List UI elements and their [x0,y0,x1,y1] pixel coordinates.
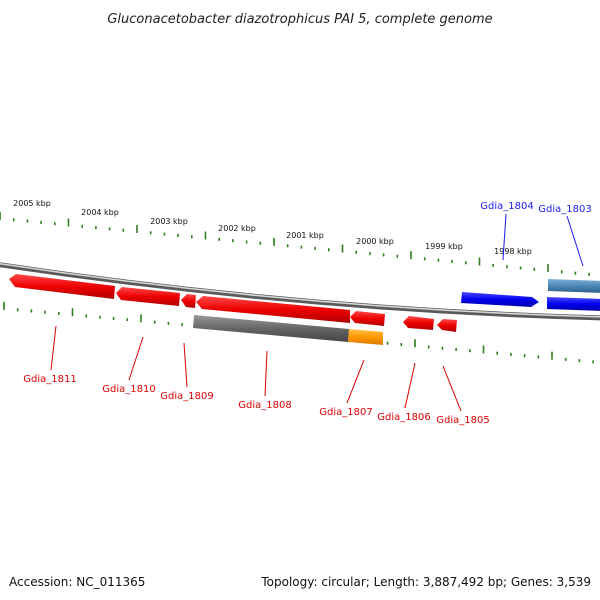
topology-text: Topology: circular; Length: 3,887,492 bp… [260,575,591,589]
leader-line [264,350,268,397]
ruler-label: 1999 kbp [425,242,463,251]
ruler-labels: 2005 kbp 2004 kbp 2003 kbp 2002 kbp 2001… [13,199,532,256]
map-title: Gluconacetobacter diazotrophicus PAI 5, … [107,12,492,27]
inner-features [193,315,383,345]
gene-label[interactable]: Gdia_1804 [480,201,533,212]
gene-label[interactable]: Gdia_1803 [538,204,591,215]
leader-line [50,325,57,371]
ruler-label: 1998 kbp [494,247,532,256]
gene-Gdia_1803[interactable] [547,297,600,311]
feature-orange[interactable] [348,329,383,345]
leader-line [404,362,416,409]
gene-label[interactable]: Gdia_1807 [319,407,372,418]
gene-label[interactable]: Gdia_1808 [238,400,291,411]
gene-Gdia_1809[interactable] [181,294,196,308]
reverse-gene-labels: Gdia_1811 Gdia_1810 Gdia_1809 Gdia_1808 … [23,374,489,426]
genome-backbone-highlight [0,262,600,318]
gene-label[interactable]: Gdia_1805 [436,415,489,426]
forward-gene-labels: Gdia_1804 Gdia_1803 [480,201,591,215]
gene-label[interactable]: Gdia_1811 [23,374,76,385]
gene-Gdia_1808[interactable] [196,296,350,323]
gene-label[interactable]: Gdia_1810 [102,384,155,395]
ruler-ticks-outer [0,212,590,276]
leader-line [566,215,584,267]
gene-Gdia_1806[interactable] [403,316,434,330]
ruler-label: 2000 kbp [356,237,394,246]
accession-text: Accession: NC_011365 [9,575,145,589]
ruler-label: 2001 kbp [286,231,324,240]
leader-line [183,342,188,388]
reverse-genes [9,274,457,332]
gene-Gdia_1810[interactable] [116,287,180,306]
leader-lines [50,213,584,412]
gene-Gdia_1805[interactable] [437,319,457,332]
leader-line [128,336,144,381]
ruler-label: 2005 kbp [13,199,51,208]
ruler-label: 2002 kbp [218,224,256,233]
gene-Gdia_1807[interactable] [350,311,385,326]
gene-Gdia_1804[interactable] [461,292,539,307]
gene-label[interactable]: Gdia_1809 [160,391,213,402]
gene-label[interactable]: Gdia_1806 [377,412,430,423]
gene-Gdia_1811[interactable] [9,274,115,299]
leader-line [346,359,365,404]
forward-genes [461,279,600,311]
gene-Gdia_1803-rna[interactable] [548,279,600,293]
feature-pseudo[interactable] [193,315,349,342]
leader-line [502,213,507,261]
genome-backbone [0,262,600,321]
leader-line [442,365,462,412]
ruler-label: 2003 kbp [150,217,188,226]
ruler-label: 2004 kbp [81,208,119,217]
